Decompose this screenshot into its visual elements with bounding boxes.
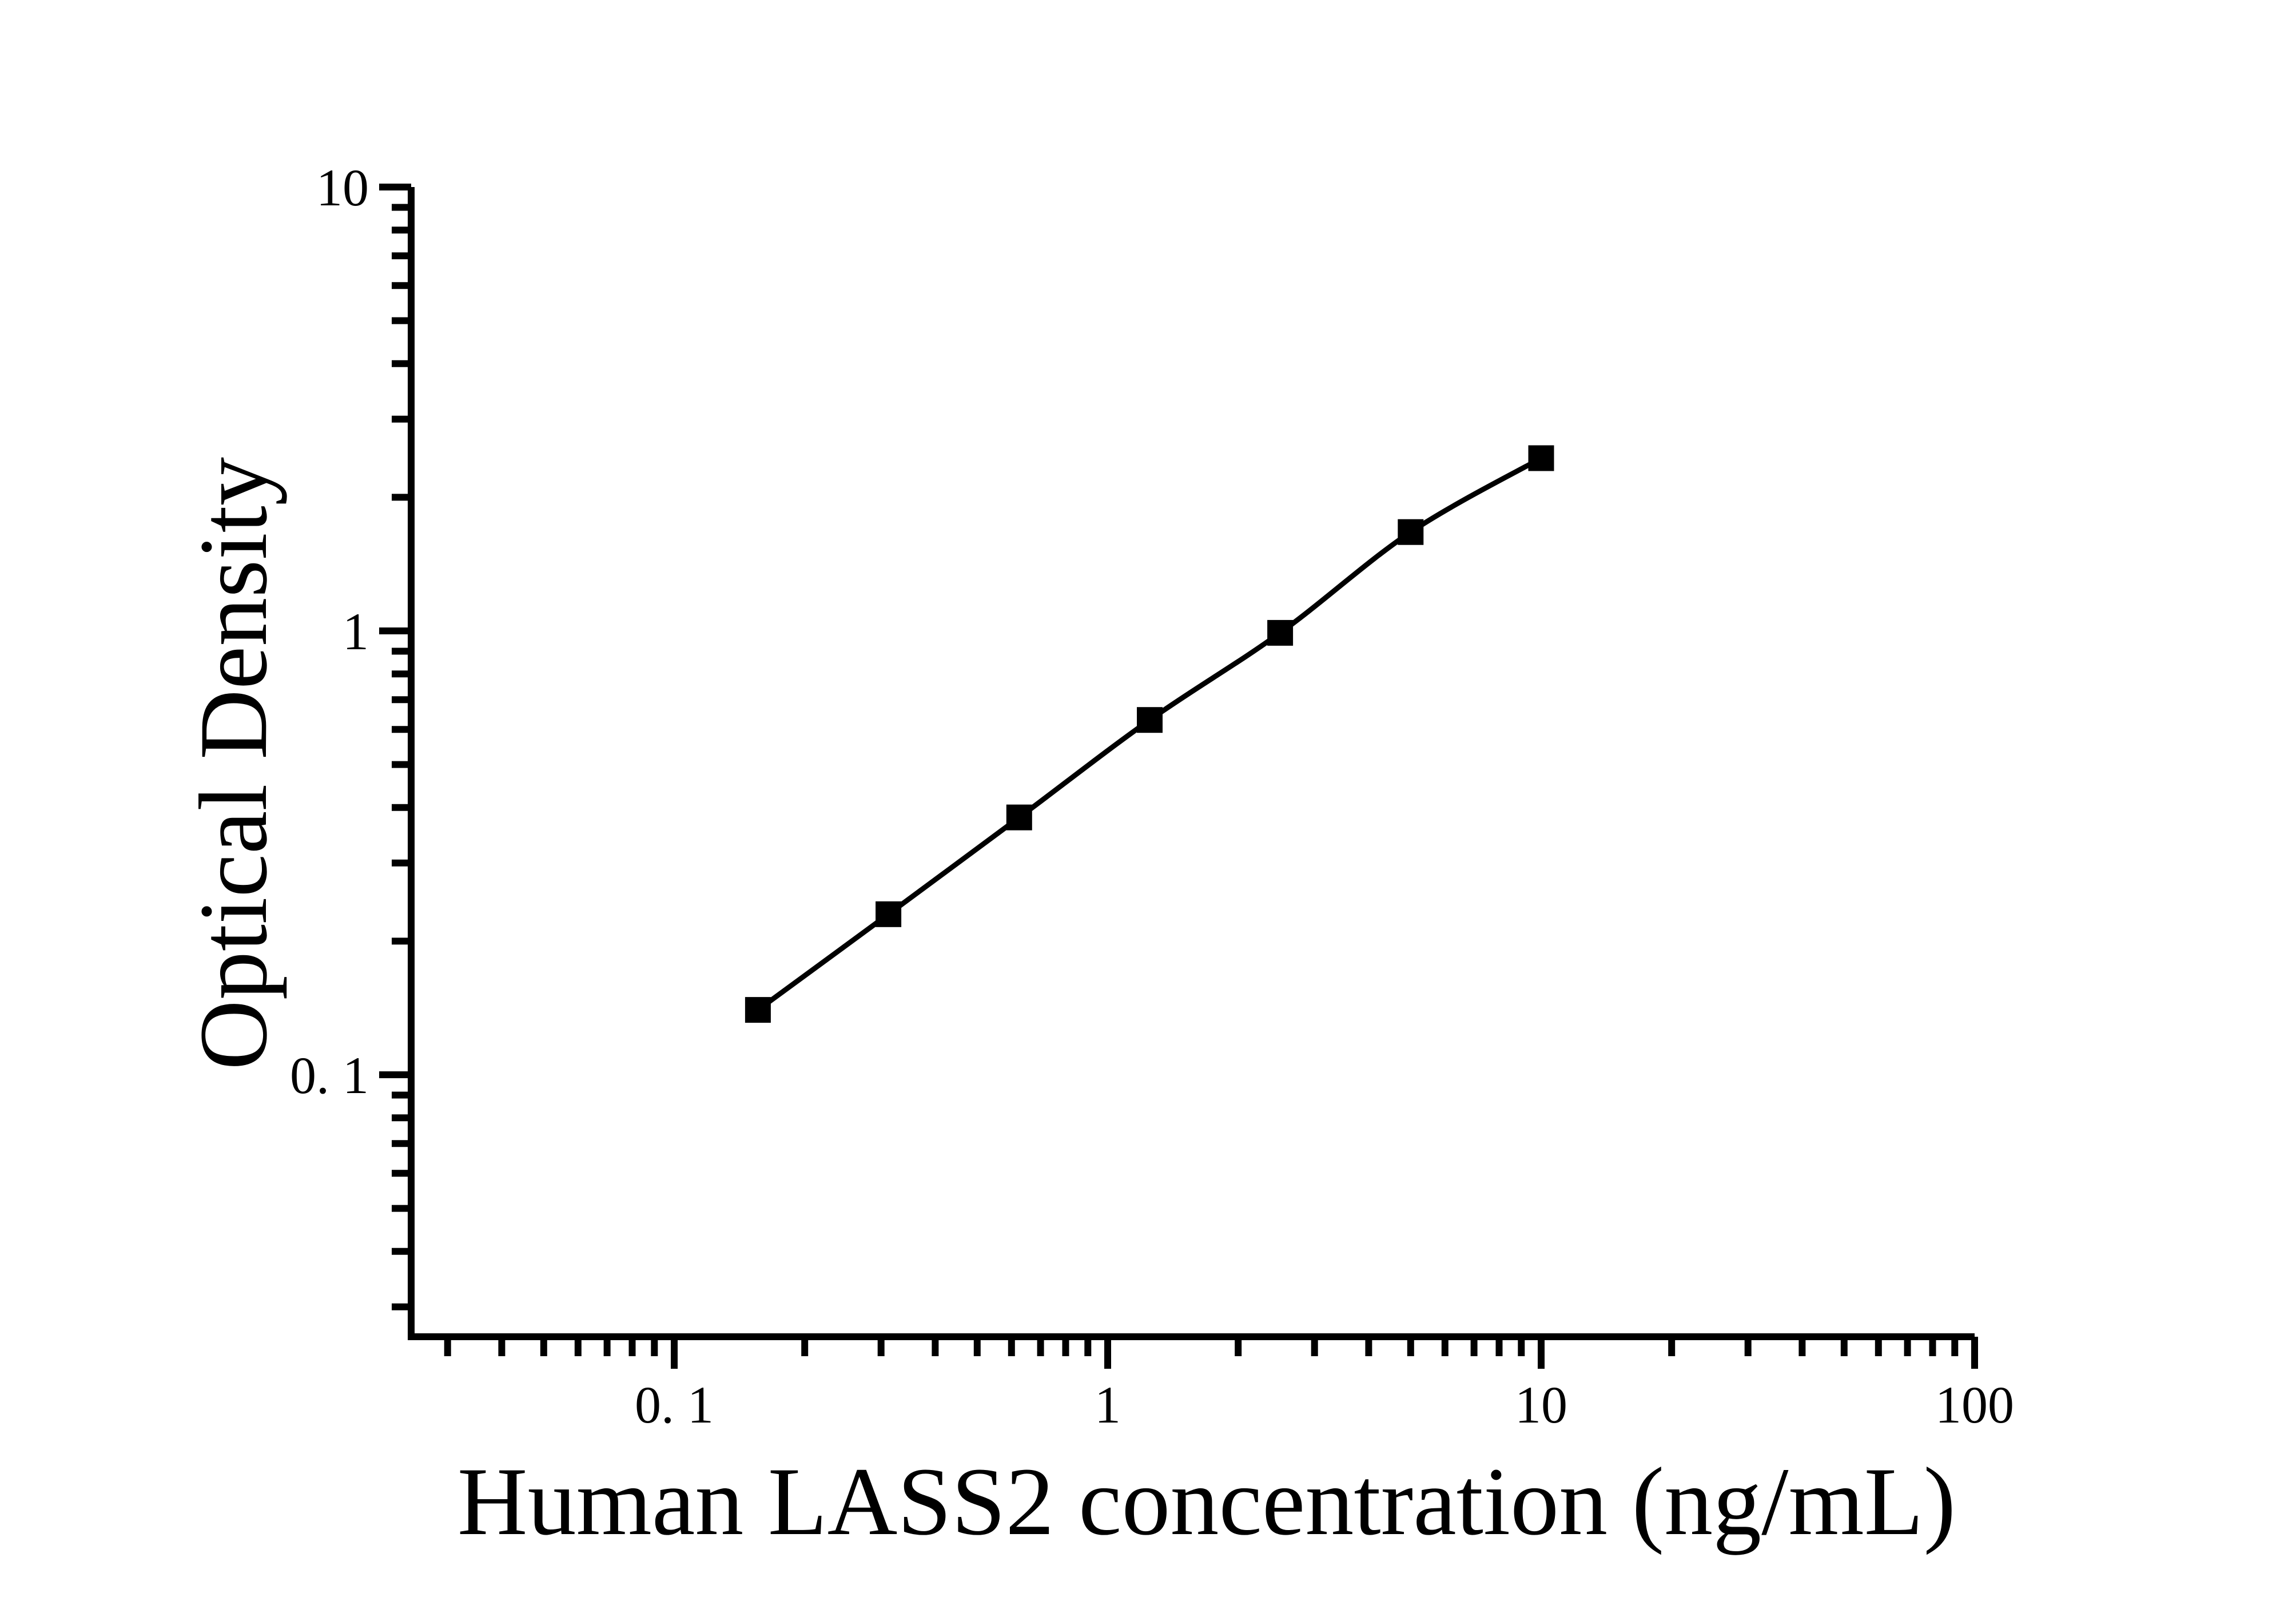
- data-point-marker: [1006, 804, 1032, 831]
- x-axis-tick-label: 100: [1935, 1376, 2014, 1434]
- data-point-marker: [1398, 519, 1424, 545]
- standard-curve-line: [756, 456, 1543, 1012]
- x-axis-title: Human LASS2 concentration (ng/mL): [457, 1448, 1956, 1555]
- data-point-marker: [1528, 445, 1554, 471]
- data-point-marker: [876, 901, 902, 927]
- y-axis-tick-label: 10: [316, 158, 369, 217]
- x-axis-tick-label: 0. 1: [635, 1376, 714, 1434]
- data-point-marker: [745, 997, 771, 1023]
- y-axis-tick-label: 0. 1: [290, 1046, 369, 1105]
- axes-lines: [408, 187, 1975, 1340]
- y-axis-tick-label: 1: [343, 602, 369, 661]
- data-point-marker: [1267, 619, 1294, 646]
- y-axis-title: Optical Density: [180, 457, 287, 1070]
- data-point-marker: [1137, 707, 1163, 733]
- x-axis-tick-label: 1: [1095, 1376, 1121, 1434]
- x-axis-tick-label: 10: [1515, 1376, 1567, 1434]
